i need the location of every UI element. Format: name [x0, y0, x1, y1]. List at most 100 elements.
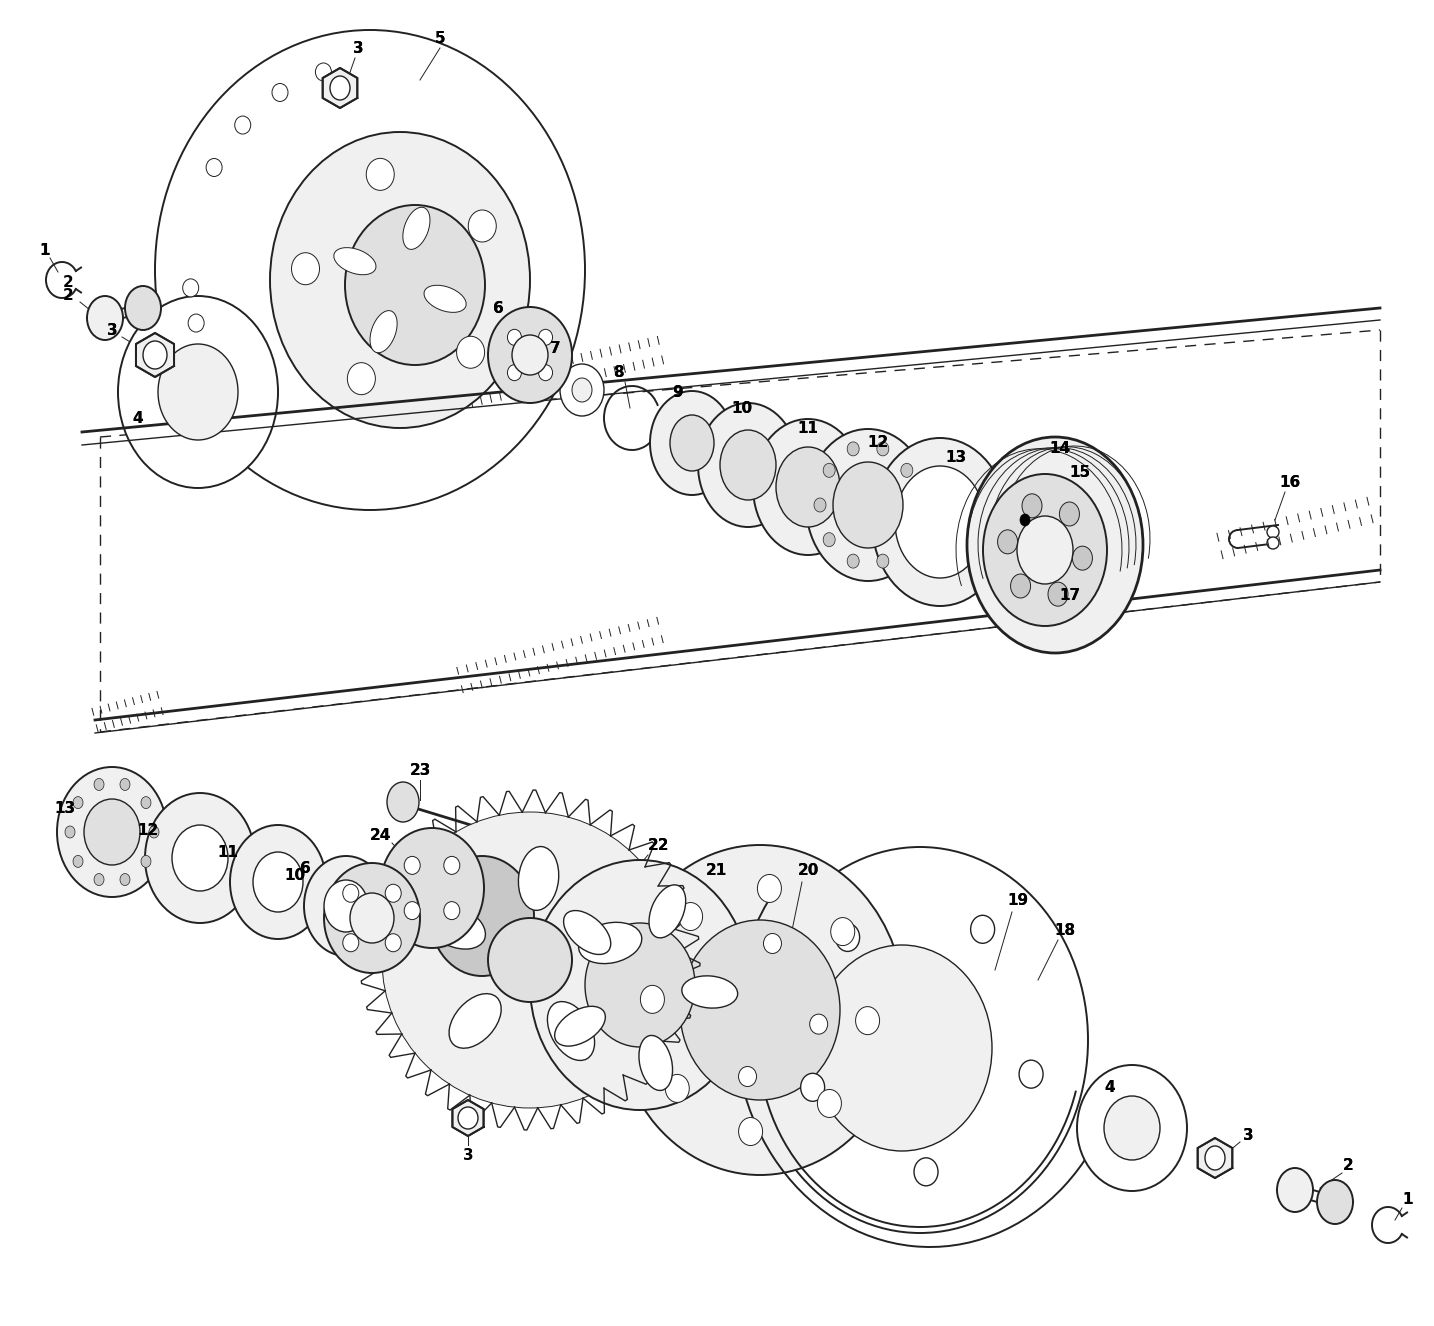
- Ellipse shape: [469, 210, 496, 243]
- Text: 12: 12: [138, 822, 159, 838]
- Ellipse shape: [73, 797, 83, 809]
- Text: 19: 19: [1008, 892, 1028, 907]
- Ellipse shape: [125, 286, 161, 330]
- Ellipse shape: [967, 438, 1143, 652]
- Text: 16: 16: [1279, 475, 1301, 489]
- Text: 13: 13: [945, 450, 967, 464]
- Ellipse shape: [753, 419, 863, 556]
- Ellipse shape: [270, 133, 531, 428]
- Ellipse shape: [1073, 546, 1093, 570]
- Ellipse shape: [531, 861, 750, 1110]
- Ellipse shape: [386, 884, 402, 902]
- Ellipse shape: [512, 335, 548, 375]
- Text: 16: 16: [1279, 475, 1301, 489]
- Ellipse shape: [141, 797, 151, 809]
- Text: 6: 6: [493, 301, 503, 316]
- Text: 4: 4: [1104, 1081, 1116, 1095]
- Ellipse shape: [346, 206, 485, 365]
- Polygon shape: [323, 68, 357, 107]
- Ellipse shape: [65, 826, 75, 838]
- Ellipse shape: [856, 1006, 879, 1034]
- Ellipse shape: [680, 920, 840, 1101]
- Ellipse shape: [188, 314, 204, 332]
- Ellipse shape: [488, 918, 572, 1002]
- Ellipse shape: [913, 1158, 938, 1185]
- Ellipse shape: [424, 904, 486, 949]
- Ellipse shape: [833, 461, 903, 548]
- Ellipse shape: [693, 985, 710, 1006]
- Ellipse shape: [1011, 574, 1031, 598]
- Ellipse shape: [971, 915, 995, 943]
- Ellipse shape: [381, 812, 678, 1109]
- Ellipse shape: [650, 884, 685, 937]
- Text: 10: 10: [284, 867, 305, 883]
- Ellipse shape: [315, 64, 331, 81]
- Ellipse shape: [615, 845, 905, 1175]
- Ellipse shape: [141, 855, 151, 867]
- Ellipse shape: [1048, 582, 1068, 606]
- Text: 7: 7: [549, 341, 561, 355]
- Ellipse shape: [57, 766, 166, 896]
- Text: 6: 6: [300, 861, 310, 875]
- Ellipse shape: [330, 76, 350, 99]
- Ellipse shape: [508, 329, 522, 345]
- Ellipse shape: [681, 976, 737, 1008]
- Text: 10: 10: [284, 867, 305, 883]
- Text: 2: 2: [63, 274, 73, 289]
- Text: 21: 21: [706, 862, 727, 878]
- Ellipse shape: [519, 846, 559, 911]
- Text: 24: 24: [370, 827, 390, 842]
- Ellipse shape: [739, 1066, 757, 1086]
- Ellipse shape: [403, 207, 430, 249]
- Ellipse shape: [823, 463, 835, 477]
- Text: 20: 20: [797, 862, 819, 878]
- Ellipse shape: [457, 1107, 478, 1128]
- Ellipse shape: [272, 84, 288, 102]
- Text: 13: 13: [54, 801, 76, 815]
- Ellipse shape: [564, 911, 611, 955]
- Ellipse shape: [998, 530, 1018, 554]
- Ellipse shape: [670, 415, 714, 471]
- Text: 3: 3: [353, 41, 363, 56]
- Ellipse shape: [366, 158, 394, 191]
- Text: 3: 3: [353, 41, 363, 56]
- Ellipse shape: [120, 778, 130, 790]
- Ellipse shape: [901, 533, 913, 546]
- Text: 11: 11: [218, 845, 238, 859]
- Ellipse shape: [350, 892, 394, 943]
- Ellipse shape: [95, 778, 105, 790]
- Ellipse shape: [430, 857, 533, 976]
- Ellipse shape: [539, 329, 552, 345]
- Text: 9: 9: [673, 385, 684, 399]
- Text: 2: 2: [1342, 1158, 1354, 1172]
- Ellipse shape: [847, 442, 859, 456]
- Text: 9: 9: [673, 385, 684, 399]
- Ellipse shape: [641, 985, 664, 1013]
- Ellipse shape: [830, 918, 855, 945]
- Ellipse shape: [87, 296, 123, 339]
- Text: 20: 20: [797, 862, 819, 878]
- Ellipse shape: [343, 884, 358, 902]
- Ellipse shape: [1205, 1146, 1225, 1170]
- Text: 8: 8: [612, 365, 624, 379]
- Text: 4: 4: [133, 411, 143, 426]
- Text: 21: 21: [706, 862, 727, 878]
- Ellipse shape: [579, 923, 642, 964]
- Text: 22: 22: [647, 838, 668, 853]
- Ellipse shape: [1278, 1168, 1314, 1212]
- Text: 11: 11: [218, 845, 238, 859]
- Text: 11: 11: [797, 420, 819, 435]
- Ellipse shape: [640, 1036, 673, 1090]
- Ellipse shape: [145, 793, 255, 923]
- Ellipse shape: [1020, 514, 1030, 526]
- Ellipse shape: [449, 993, 502, 1049]
- Ellipse shape: [815, 499, 826, 512]
- Ellipse shape: [370, 310, 397, 353]
- Ellipse shape: [739, 1118, 763, 1146]
- Ellipse shape: [876, 442, 889, 456]
- Ellipse shape: [149, 826, 159, 838]
- Text: 10: 10: [731, 400, 753, 415]
- Text: 13: 13: [945, 450, 967, 464]
- Ellipse shape: [324, 863, 420, 973]
- Ellipse shape: [561, 365, 604, 416]
